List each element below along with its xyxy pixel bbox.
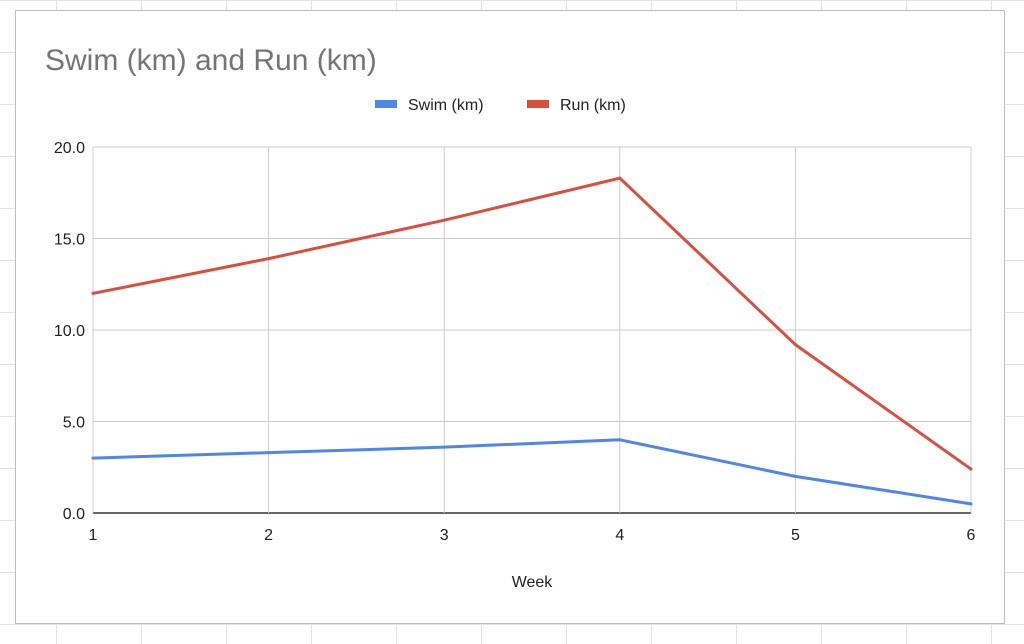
series-line-swim [92, 438, 972, 506]
data-point [91, 456, 95, 460]
legend-label: Swim (km) [408, 97, 484, 114]
y-tick-label: 20.0 [54, 140, 85, 157]
data-point [618, 438, 622, 442]
y-tick-label: 0.0 [63, 506, 85, 523]
data-point [267, 257, 271, 261]
data-point [91, 291, 95, 295]
tick-labels: 0.0 5.0 10.0 15.0 20.0 1 2 3 4 5 6 [54, 140, 976, 544]
legend-label: Run (km) [560, 97, 626, 114]
data-point [618, 176, 622, 180]
y-tick-label: 10.0 [54, 323, 85, 340]
data-point [793, 343, 797, 347]
x-tick-label: 6 [967, 527, 976, 544]
x-tick-label: 3 [440, 527, 449, 544]
x-axis-label: Week [512, 574, 554, 591]
x-tick-label: 1 [89, 527, 98, 544]
legend: Swim (km) Run (km) [375, 97, 626, 114]
legend-swatch [375, 100, 397, 108]
series-line-run [92, 176, 972, 471]
grid [92, 146, 972, 514]
series-lines [91, 176, 973, 506]
data-point [442, 445, 446, 449]
data-point [969, 467, 973, 471]
data-point [267, 451, 271, 455]
y-tick-label: 5.0 [63, 415, 85, 432]
legend-swatch [527, 100, 549, 108]
x-tick-label: 5 [791, 527, 800, 544]
data-point [969, 502, 973, 506]
data-point [442, 218, 446, 222]
x-tick-label: 4 [615, 527, 624, 544]
data-point [793, 474, 797, 478]
chart-title: Swim (km) and Run (km) [45, 44, 377, 77]
y-tick-label: 15.0 [54, 232, 85, 249]
chart-container[interactable] [15, 10, 1005, 624]
x-tick-label: 2 [264, 527, 273, 544]
